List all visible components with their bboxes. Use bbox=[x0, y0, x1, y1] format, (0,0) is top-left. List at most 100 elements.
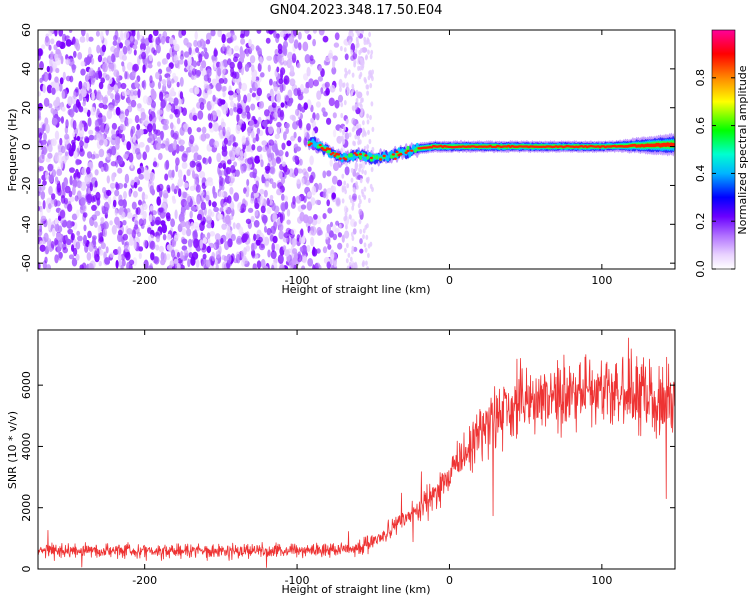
spectrogram-ridge-cell bbox=[391, 153, 395, 156]
spectrogram-cell bbox=[324, 56, 331, 62]
spectrogram-cell bbox=[65, 39, 72, 47]
spectrogram-cell bbox=[303, 137, 308, 146]
spectrogram-cell bbox=[271, 242, 276, 253]
spectrogram-cell bbox=[52, 117, 58, 125]
spectrogram-cell bbox=[179, 250, 184, 260]
spectrogram-cell bbox=[359, 57, 363, 63]
spectrogram-cell bbox=[138, 199, 142, 206]
spectrogram-cell bbox=[97, 66, 101, 76]
spectrogram-cell bbox=[265, 37, 271, 44]
spectrogram-cell bbox=[311, 185, 317, 196]
spectrogram-cell bbox=[312, 38, 316, 47]
spectrogram-cell bbox=[363, 186, 367, 192]
spectrogram-cell bbox=[176, 117, 181, 125]
spectrogram-cell bbox=[45, 264, 51, 269]
spectrogram-cell bbox=[332, 224, 337, 232]
spectrogram-cell bbox=[307, 216, 314, 225]
spectrogram-cell bbox=[107, 89, 112, 96]
spectrogram-cell bbox=[75, 87, 79, 93]
spectrogram-cell bbox=[307, 81, 311, 87]
spectrogram-cell bbox=[251, 92, 256, 98]
spectrogram-cell bbox=[332, 58, 336, 69]
spectrogram-cell bbox=[181, 245, 188, 251]
spectrogram-ridge-cell bbox=[369, 156, 373, 160]
spectrogram-cell bbox=[165, 137, 170, 147]
spectrogram-cell bbox=[272, 235, 278, 244]
spectrogram-cell bbox=[96, 89, 102, 100]
spectrogram-cell bbox=[363, 242, 367, 248]
spectrogram-cell bbox=[297, 136, 302, 143]
spectrogram-cell bbox=[182, 191, 188, 199]
spectrogram-cell bbox=[69, 75, 74, 83]
spectrogram-cell bbox=[190, 146, 196, 153]
spectrogram-cell bbox=[152, 161, 158, 168]
spectrogram-cell bbox=[150, 210, 157, 216]
spectrogram-cell bbox=[239, 156, 245, 165]
spectrogram-cell bbox=[166, 233, 172, 241]
spectrogram-cell bbox=[359, 228, 363, 235]
spectrogram-cell bbox=[342, 129, 345, 135]
spectrogram-cell bbox=[301, 235, 306, 244]
spectrogram-cell bbox=[57, 240, 63, 250]
spectrogram-cell bbox=[177, 98, 183, 105]
spectrogram-cell bbox=[286, 219, 291, 225]
spectrogram-cell bbox=[80, 181, 87, 191]
spectrogram-cell bbox=[60, 116, 64, 124]
spectrogram-cell bbox=[121, 61, 125, 67]
spectrogram-cell bbox=[159, 91, 164, 101]
spectrogram-cell bbox=[225, 167, 231, 175]
spectrogram-cell bbox=[295, 108, 300, 116]
spectrogram-cell bbox=[251, 250, 256, 259]
spectrogram-cell bbox=[198, 53, 203, 63]
colorbar: 0.0 0.2 0.4 0.6 0.8 Normalized spectral ampl… bbox=[694, 29, 749, 278]
spectrogram-cell bbox=[57, 225, 63, 233]
spectrogram-cell bbox=[170, 103, 176, 113]
spectrogram-cell bbox=[63, 177, 68, 187]
spectrogram-cell bbox=[107, 196, 112, 205]
spectrogram-cell bbox=[90, 106, 96, 116]
spectrogram-cell bbox=[348, 40, 351, 46]
spectrogram-cell bbox=[345, 230, 348, 236]
spectrogram-cell bbox=[229, 36, 234, 43]
spectrogram-cell bbox=[359, 238, 363, 245]
spectrogram-cell bbox=[87, 230, 92, 239]
spectrogram-cell bbox=[188, 252, 193, 258]
spectrogram-cell bbox=[90, 154, 96, 160]
spectrogram-ridge-cell bbox=[406, 145, 410, 151]
spectrogram-cell bbox=[76, 235, 83, 242]
spectrogram-cell bbox=[147, 137, 153, 143]
spectrogram-cell bbox=[256, 145, 263, 152]
spectrogram-cell bbox=[192, 251, 199, 260]
spectrogram-cell bbox=[138, 173, 145, 180]
spectrogram-cell bbox=[166, 104, 172, 111]
spectrogram-cell bbox=[85, 32, 90, 43]
spectrogram-cell bbox=[44, 73, 48, 83]
spectrogram-cell bbox=[192, 68, 197, 76]
spectrogram-cell bbox=[361, 60, 365, 66]
spectrogram-cell bbox=[121, 54, 127, 61]
snr-xtick-label: -200 bbox=[132, 574, 157, 587]
spectrogram-cell bbox=[51, 193, 56, 200]
spectrogram-cell bbox=[294, 251, 298, 262]
spectrogram-cell bbox=[263, 189, 268, 198]
spectrogram-cell bbox=[366, 119, 370, 125]
spectrogram-cell bbox=[131, 30, 136, 37]
spectrogram-cell bbox=[67, 228, 74, 235]
spectrogram-cell bbox=[118, 208, 123, 215]
spectrogram-cell bbox=[344, 166, 350, 176]
spectrogram-cell bbox=[237, 61, 243, 70]
spectrogram-ylabel: Frequency (Hz) bbox=[6, 109, 19, 192]
spectrogram-cell bbox=[358, 167, 361, 173]
spectrogram-ridge-cell bbox=[399, 152, 403, 156]
spectrogram-cell bbox=[254, 155, 261, 164]
spectrogram-cell bbox=[346, 85, 349, 91]
spectrogram-cell bbox=[124, 173, 130, 184]
spectrogram-cell bbox=[286, 209, 291, 217]
spectrogram-cell bbox=[44, 256, 48, 264]
spectrogram-cell bbox=[213, 49, 218, 57]
spectrogram-cell bbox=[341, 173, 345, 179]
spectrogram-cell bbox=[215, 239, 220, 250]
spectrogram-cell bbox=[102, 228, 108, 238]
spectrogram-cell bbox=[253, 233, 257, 241]
